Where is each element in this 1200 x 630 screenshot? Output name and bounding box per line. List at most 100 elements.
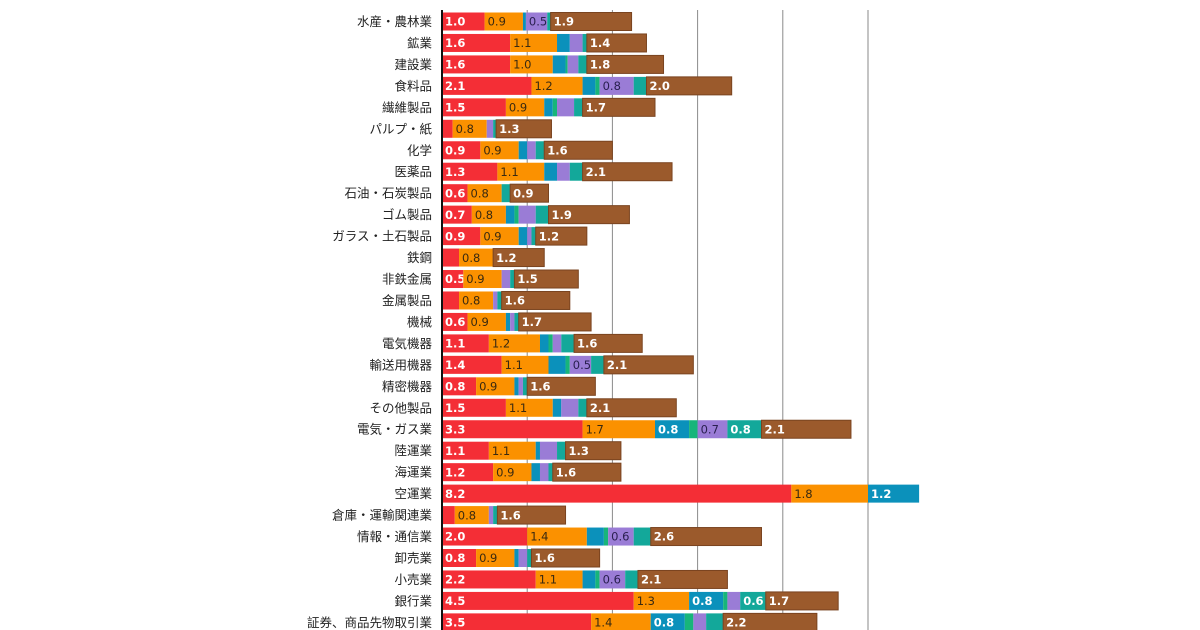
data-label: 1.2 <box>445 465 465 479</box>
data-label: 2.2 <box>445 573 465 587</box>
category-label: 繊維製品 <box>382 100 432 115</box>
bar-segment-s1 <box>442 184 468 203</box>
bar-segment-s5 <box>697 420 728 439</box>
bar-segment-s7 <box>495 119 552 139</box>
bar-segment-s2 <box>484 12 523 31</box>
data-label: 0.8 <box>445 380 465 394</box>
bar-segment-s3 <box>655 420 690 439</box>
bar-segment-s3 <box>539 334 549 353</box>
data-label: 1.4 <box>594 616 612 630</box>
bar-segment-s1 <box>442 227 481 246</box>
data-label: 0.9 <box>445 229 465 243</box>
data-label: 1.6 <box>547 143 567 157</box>
data-label: 2.1 <box>641 573 661 587</box>
bar-segment-s7 <box>582 97 656 117</box>
category-label: 空運業 <box>394 486 432 501</box>
bar-segment-s7 <box>761 419 852 439</box>
bar-segment-s7 <box>765 591 839 611</box>
bar-segment-s5 <box>567 55 579 74</box>
bar-segment-s5 <box>518 205 536 224</box>
bar-segment-s6 <box>514 312 519 331</box>
bar-segment-s2 <box>505 398 553 417</box>
bar-segment-s2 <box>459 291 494 310</box>
bar-segment-s2 <box>476 549 515 567</box>
category-label: 鉱業 <box>407 35 433 50</box>
bar-segment-s7 <box>548 205 630 225</box>
data-label: 0.9 <box>496 465 514 479</box>
category-label: 機械 <box>407 314 433 329</box>
bar-segment-s7 <box>513 269 579 289</box>
bar-segment-s5 <box>527 141 536 160</box>
data-label: 2.2 <box>726 616 746 630</box>
bar-segment-s5 <box>599 570 626 589</box>
bar-segment-s6 <box>591 355 604 374</box>
bar-segment-s5 <box>488 506 494 525</box>
data-label: 1.4 <box>590 36 610 50</box>
data-label: 1.3 <box>637 594 655 608</box>
bar-segment-s5 <box>527 227 532 246</box>
bar-segment-s6 <box>574 98 583 117</box>
bar-segment-s2 <box>535 570 583 589</box>
data-label: 0.9 <box>483 143 501 157</box>
bar-segment-s3 <box>514 377 519 396</box>
bar-segment-s5 <box>525 12 548 31</box>
bar-segment-s1 <box>442 270 464 289</box>
bar-segment-s3 <box>582 570 596 589</box>
bar-segment-s3 <box>514 549 519 567</box>
bar-segment-s6 <box>727 420 762 439</box>
data-label: 1.8 <box>590 58 610 72</box>
data-label: 0.8 <box>603 79 621 93</box>
bar-segment-s6 <box>582 33 587 52</box>
bar-segment-s1 <box>442 570 536 589</box>
bar-segment-s2 <box>476 377 515 396</box>
data-label: 0.9 <box>479 380 497 394</box>
data-label: 1.2 <box>871 487 891 501</box>
bar-segment-s4 <box>603 527 609 546</box>
bar-segment-s1 <box>442 441 489 460</box>
bar-segment-s1 <box>442 398 506 417</box>
data-label: 1.9 <box>554 15 574 29</box>
bar-segment-s4 <box>565 355 570 374</box>
bar-segment-s3 <box>552 398 562 417</box>
bar-segment-s6 <box>547 12 551 31</box>
bar-segment-s6 <box>578 55 587 74</box>
bar-segment-s1 <box>442 613 592 630</box>
bar-segment-s5 <box>539 463 549 482</box>
category-label: 金属製品 <box>382 293 432 308</box>
bar-segment-s4 <box>565 55 568 74</box>
data-label: 0.8 <box>692 594 712 608</box>
bar-segment-s5 <box>518 549 528 567</box>
bar-segment-s1 <box>442 55 511 74</box>
bar-segment-s2 <box>505 98 545 117</box>
bar-segment-s7 <box>496 505 567 525</box>
bar-segment-s4 <box>595 570 600 589</box>
data-label: 1.6 <box>445 36 465 50</box>
data-label: 1.0 <box>513 58 531 72</box>
data-label: 2.1 <box>607 358 627 372</box>
bar-segment-s4 <box>689 420 698 439</box>
data-label: 1.6 <box>534 551 554 565</box>
data-label: 0.9 <box>471 315 489 329</box>
data-label: 0.6 <box>611 530 629 544</box>
bar-segment-s7 <box>650 527 762 547</box>
bar-segment-s6 <box>633 76 647 95</box>
category-label: 化学 <box>407 143 432 158</box>
bar-segment-s1 <box>442 12 485 31</box>
bar-segment-s6 <box>501 184 511 203</box>
data-label: 0.9 <box>488 15 506 29</box>
bar-segment-s2 <box>452 119 487 138</box>
bar-segment-s3 <box>650 613 685 630</box>
category-label: 食料品 <box>394 78 432 93</box>
data-label: 0.9 <box>513 186 533 200</box>
bar-segment-s1 <box>442 484 792 503</box>
bar-segment-s1 <box>442 591 634 610</box>
bar-segment-s5 <box>518 377 523 396</box>
category-label: 陸運業 <box>394 443 432 458</box>
data-label: 1.6 <box>505 294 525 308</box>
data-label: 1.4 <box>445 358 465 372</box>
data-label: 0.7 <box>445 208 465 222</box>
data-label: 1.6 <box>556 465 576 479</box>
category-label: ゴム製品 <box>382 207 432 222</box>
bar-segment-s6 <box>535 205 549 224</box>
bar-segment-s7 <box>543 140 613 160</box>
